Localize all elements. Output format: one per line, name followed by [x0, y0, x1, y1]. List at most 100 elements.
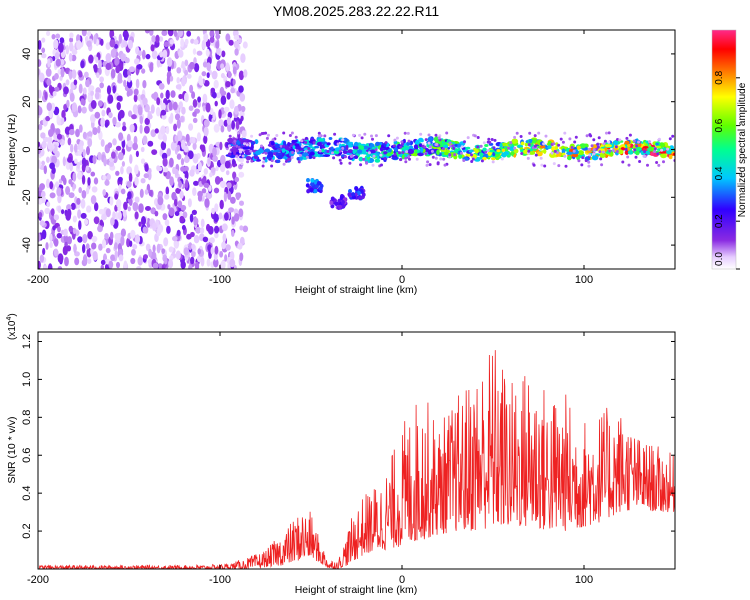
heatmap-cell: [356, 149, 363, 154]
heatmap-cell: [281, 148, 286, 153]
heatmap-cell: [46, 102, 52, 111]
heatmap-cell: [43, 165, 47, 175]
heatmap-cell: [436, 149, 440, 155]
heatmap-cell: [117, 72, 123, 83]
heatmap-cell: [156, 243, 161, 254]
heatmap-cell: [163, 237, 169, 247]
heatmap-cell: [145, 104, 150, 113]
heatmap-cell: [657, 137, 661, 141]
heatmap-cell: [226, 92, 231, 100]
heatmap-cell: [513, 135, 517, 139]
heatmap-cell: [152, 262, 159, 269]
heatmap-cell: [187, 73, 192, 79]
y-tick-label: 1.0: [21, 372, 33, 387]
heatmap-cell: [192, 153, 199, 164]
heatmap-cell: [211, 207, 216, 215]
heatmap-cell: [238, 137, 242, 141]
colorbar-ticks: 0.0 0.2 0.4 0.6 0.8: [714, 70, 740, 270]
heatmap-cell: [176, 67, 182, 74]
heatmap-cell: [193, 217, 199, 225]
heatmap-cell: [140, 146, 145, 153]
heatmap-cell: [110, 254, 116, 261]
heatmap-cell: [144, 125, 150, 134]
heatmap-cell: [553, 149, 557, 153]
heatmap-cell: [242, 146, 250, 150]
heatmap-cell: [67, 236, 72, 245]
heatmap-cell: [58, 42, 64, 53]
heatmap-cell: [671, 134, 675, 138]
heatmap-cell: [98, 208, 105, 215]
heatmap-cell: [431, 155, 435, 159]
heatmap-cell: [201, 71, 207, 77]
heatmap-cell: [99, 82, 104, 89]
heatmap-cell: [239, 150, 243, 154]
heatmap-cell: [240, 115, 244, 122]
heatmap-cell: [191, 137, 196, 144]
heatmap-cell: [255, 150, 262, 155]
snr-marks: [38, 350, 675, 569]
heatmap-cell: [210, 87, 216, 94]
heatmap-cell: [527, 143, 531, 147]
heatmap-cell: [157, 133, 164, 140]
heatmap-cell: [239, 200, 244, 206]
heatmap-cell: [205, 48, 210, 57]
heatmap-cell: [196, 50, 203, 56]
heatmap-cell: [65, 79, 70, 86]
heatmap-cell: [415, 157, 419, 161]
heatmap-cell: [228, 39, 234, 46]
heatmap-cell: [174, 211, 180, 217]
heatmap-cell: [607, 140, 611, 144]
heatmap-cell: [266, 133, 270, 137]
heatmap-cell: [243, 142, 246, 146]
heatmap-cell: [215, 47, 221, 55]
heatmap-cell: [401, 151, 405, 154]
heatmap-cell: [239, 252, 244, 262]
heatmap-cell: [221, 223, 228, 232]
heatmap-cell: [39, 220, 45, 226]
colorbar: 0.0 0.2 0.4 0.6 0.8 Normalized spectral ampl…: [711, 29, 748, 270]
heatmap-cell: [313, 188, 318, 194]
heatmap-cell: [621, 160, 625, 164]
heatmap-cell: [448, 141, 452, 145]
heatmap-cell: [41, 37, 46, 43]
heatmap-cell: [95, 56, 99, 64]
heatmap-cell: [118, 183, 122, 193]
heatmap-cell: [38, 141, 41, 148]
heatmap-cell: [451, 144, 455, 148]
heatmap-cell: [448, 153, 452, 157]
heatmap-cell: [655, 145, 662, 149]
heatmap-cell: [169, 157, 174, 168]
heatmap-cell: [576, 145, 581, 150]
x-tick-label: -200: [27, 574, 49, 586]
snr-y-ticks: 0.2 0.4 0.6 0.8 1.0 1.2: [21, 334, 675, 539]
heatmap-cell: [86, 131, 93, 137]
heatmap-cell: [49, 181, 54, 190]
heatmap-cell: [543, 164, 547, 168]
heatmap-cell: [405, 150, 409, 154]
heatmap-cell: [46, 30, 51, 36]
heatmap-cell: [393, 138, 397, 142]
snr-x-label: Height of straight line (km): [295, 584, 418, 596]
heatmap-cell: [271, 138, 275, 142]
heatmap-cell: [161, 30, 168, 36]
heatmap-cell: [46, 78, 52, 86]
heatmap-cell: [45, 68, 52, 77]
heatmap-cell: [323, 134, 327, 138]
heatmap-cell: [48, 108, 53, 118]
heatmap-cell: [600, 163, 604, 167]
heatmap-cell: [374, 158, 381, 163]
heatmap-cell: [240, 162, 244, 166]
heatmap-cell: [89, 85, 95, 91]
heatmap-cell: [47, 139, 52, 150]
heatmap-cell: [228, 134, 232, 138]
heatmap-cell: [74, 158, 78, 164]
heatmap-cell: [638, 160, 642, 163]
heatmap-marks: [38, 30, 675, 269]
heatmap-cell: [131, 114, 137, 120]
heatmap-cell: [603, 139, 607, 143]
heatmap-cell: [626, 155, 630, 159]
heatmap-cell: [44, 207, 50, 215]
heatmap-cell: [139, 124, 143, 134]
heatmap-cell: [93, 177, 99, 185]
